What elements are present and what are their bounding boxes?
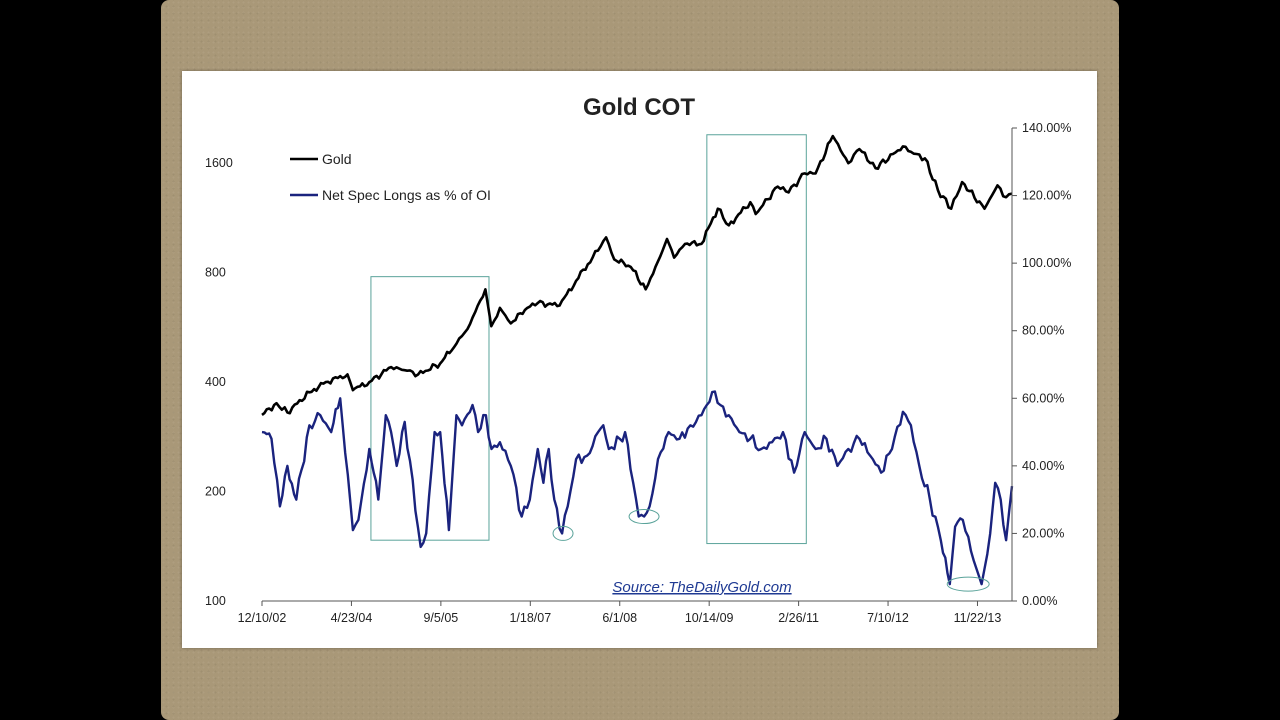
gold-price-line xyxy=(261,134,1013,416)
x-tick-label: 12/10/02 xyxy=(238,611,287,625)
y-right-tick-label: 80.00% xyxy=(1022,324,1064,338)
y-left-tick-label: 1600 xyxy=(205,156,233,170)
highlight-boxes xyxy=(370,134,807,545)
highlight-ellipse xyxy=(628,509,660,525)
x-tick-label: 1/18/07 xyxy=(509,611,551,625)
chart-card: 12/10/02 4/23/04 9/5/05 1/18/07 6/1/08 10/14/… xyxy=(182,71,1097,648)
y-left-tick-label: 200 xyxy=(205,485,226,499)
chart-title: Gold COT xyxy=(583,94,695,121)
legend-entry: Gold xyxy=(322,151,352,167)
y-right-tick-label: 120.00% xyxy=(1022,189,1071,203)
legend: Gold Net Spec Longs as % of OI xyxy=(290,151,491,203)
highlight-box xyxy=(370,276,490,541)
y-right-tick-label: 40.00% xyxy=(1022,459,1064,473)
legend-entry: Net Spec Longs as % of OI xyxy=(322,187,491,203)
y-right-tick-label: 20.00% xyxy=(1022,526,1064,540)
x-tick-label: 7/10/12 xyxy=(867,611,909,625)
highlight-ellipse xyxy=(552,525,574,541)
source-label: Source: TheDailyGold.com xyxy=(612,579,791,596)
x-tick-label: 2/26/11 xyxy=(778,611,819,625)
y-right-tick-label: 100.00% xyxy=(1022,256,1071,270)
axes: 12/10/02 4/23/04 9/5/05 1/18/07 6/1/08 10/14/… xyxy=(205,121,1071,625)
highlight-box xyxy=(706,134,807,545)
x-tick-label: 11/22/13 xyxy=(954,611,1002,625)
highlight-ellipse xyxy=(946,576,990,592)
y-left-tick-label: 800 xyxy=(205,266,226,280)
series-lines xyxy=(261,134,1014,586)
y-right-tick-label: 140.00% xyxy=(1022,121,1071,135)
gold-cot-chart: 12/10/02 4/23/04 9/5/05 1/18/07 6/1/08 10/14/… xyxy=(205,94,1071,625)
y-left-tick-label: 100 xyxy=(205,594,226,608)
net-spec-longs-line xyxy=(261,390,1014,586)
y-left-tick-label: 400 xyxy=(205,375,226,389)
y-right-tick-label: 0.00% xyxy=(1022,594,1057,608)
highlight-ellipses xyxy=(552,509,990,592)
x-tick-label: 6/1/08 xyxy=(602,611,637,625)
y-right-tick-label: 60.00% xyxy=(1022,391,1064,405)
x-tick-label: 4/23/04 xyxy=(331,611,373,625)
x-tick-label: 9/5/05 xyxy=(423,611,458,625)
x-tick-label: 10/14/09 xyxy=(685,611,734,625)
